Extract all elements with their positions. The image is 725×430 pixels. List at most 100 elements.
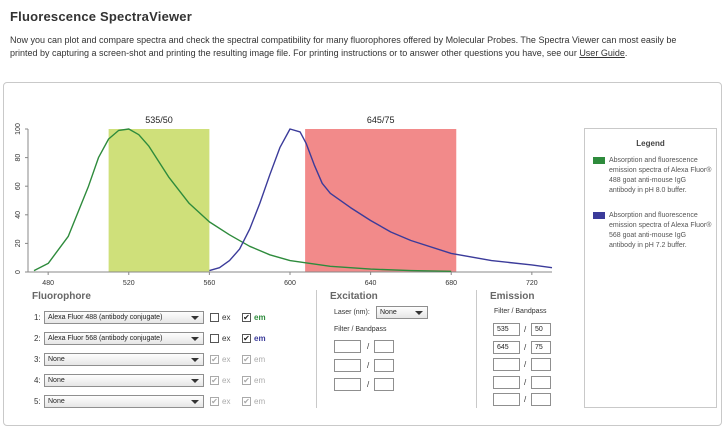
em-checkbox-label: em [254,355,266,364]
chevron-down-icon [191,358,199,362]
filter-separator: / [524,342,527,352]
legend-item-text: Absorption and fluorescence emission spe… [609,157,712,194]
legend-item: Absorption and fluorescence emission spe… [593,211,713,251]
em-checkbox[interactable]: ✔ [242,397,251,406]
fluorophore-select-value: None [48,398,65,405]
em-checkbox-label: em [254,376,266,385]
viewer-frame [3,82,722,426]
fluorophore-select-value: None [48,356,65,363]
em-checkbox-label: em [254,397,266,406]
y-tick-label: 100 [15,123,22,135]
emission-filter-input[interactable] [493,393,520,406]
fluorophore-select[interactable]: Alexa Fluor 488 (antibody conjugate) [44,311,204,324]
excitation-bandpass-input[interactable] [374,340,394,353]
fluorophore-row-number: 5: [34,397,41,406]
laser-label: Laser (nm): [334,309,370,316]
chevron-down-icon [191,316,199,320]
emission-bandpass-input[interactable]: 50 [531,323,551,336]
fluorophore-row-number: 1: [34,313,41,322]
filter-separator: / [367,342,370,351]
fluorophore-heading: Fluorophore [32,291,91,302]
legend-item: Absorption and fluorescence emission spe… [593,156,713,196]
emission-filter-input[interactable] [493,358,520,371]
emission-bandpass-input[interactable]: 75 [531,340,551,354]
chevron-down-icon [415,311,423,315]
em-checkbox-label: em [254,313,266,322]
fluorophore-select-value: Alexa Fluor 568 (antibody conjugate) [48,335,163,342]
em-checkbox[interactable]: ✔ [242,376,251,385]
chevron-down-icon [191,379,199,383]
x-tick-label: 680 [445,280,457,287]
filter-separator: / [367,361,370,370]
emission-bandpass-input[interactable] [531,358,551,371]
excitation-filter-label: Filter / Bandpass [334,326,387,333]
excitation-bandpass-input[interactable] [374,359,394,372]
emission-filter-input[interactable]: 645 [493,340,520,354]
emission-filter-label: Filter / Bandpass [494,308,547,315]
legend-title: Legend [636,139,665,148]
chevron-down-icon [191,337,199,341]
fluorophore-select[interactable]: None [44,374,204,387]
y-tick-label: 0 [15,270,22,274]
fluorophore-select-value: Alexa Fluor 488 (antibody conjugate) [48,314,163,321]
fluorophore-select[interactable]: None [44,353,204,366]
emission-filter-input[interactable]: 535 [493,323,520,336]
user-guide-link[interactable]: User Guide [579,48,625,58]
emission-bandpass-input[interactable] [531,393,551,406]
filter-separator: / [367,380,370,389]
y-tick-label: 80 [15,154,22,162]
filter-band-label: 645/75 [367,115,395,125]
filter-separator: / [524,360,527,369]
ex-checkbox-label: ex [222,313,231,322]
fluorophore-row-number: 2: [34,334,41,343]
panel-divider [316,290,317,408]
intro-text: Now you can plot and compare spectra and… [10,35,677,58]
y-tick-label: 60 [15,182,22,190]
filter-band [305,129,457,272]
fluorophore-select-value: None [48,377,65,384]
spectrum-line [33,128,452,272]
ex-checkbox-label: ex [222,334,231,343]
ex-checkbox[interactable]: ✔ [210,376,219,385]
em-checkbox[interactable]: ✔ [242,313,251,322]
laser-select[interactable]: None [376,306,428,319]
y-tick-label: 20 [15,239,22,247]
ex-checkbox-label: ex [222,376,231,385]
em-checkbox-label: em [254,334,266,343]
spectrum-line [209,128,553,272]
excitation-filter-input[interactable] [334,378,361,391]
panel-divider [476,290,477,408]
legend-item-text: Absorption and fluorescence emission spe… [609,212,712,249]
intro-end: . [624,48,628,58]
filter-band [108,129,210,272]
laser-select-value: None [380,309,397,316]
intro-paragraph: Now you can plot and compare spectra and… [10,34,700,60]
em-checkbox[interactable]: ✔ [242,355,251,364]
ex-checkbox-label: ex [222,355,231,364]
legend-swatch-green [593,157,605,164]
em-checkbox[interactable]: ✔ [242,334,251,343]
excitation-filter-input[interactable] [334,359,361,372]
excitation-heading: Excitation [330,291,378,302]
ex-checkbox[interactable]: ✔ [210,397,219,406]
fluorophore-row-number: 4: [34,376,41,385]
filter-separator: / [524,325,527,334]
ex-checkbox[interactable] [210,313,219,322]
fluorophore-select[interactable]: None [44,395,204,408]
excitation-filter-input[interactable] [334,340,361,353]
emission-bandpass-input[interactable] [531,375,551,389]
legend-panel: Legend Absorption and fluorescence emiss… [584,128,717,408]
filter-band-label: 535/50 [145,115,173,125]
legend-swatch-blue [593,212,605,219]
ex-checkbox[interactable] [210,334,219,343]
ex-checkbox[interactable]: ✔ [210,355,219,364]
excitation-bandpass-input[interactable] [374,378,394,391]
y-tick-label: 40 [15,211,22,219]
fluorophore-select[interactable]: Alexa Fluor 568 (antibody conjugate) [44,332,204,345]
page-title: Fluorescence SpectraViewer [10,9,192,24]
x-tick-label: 480 [42,280,54,287]
x-tick-label: 560 [204,280,216,287]
emission-filter-input[interactable] [493,375,520,389]
emission-heading: Emission [490,291,535,302]
